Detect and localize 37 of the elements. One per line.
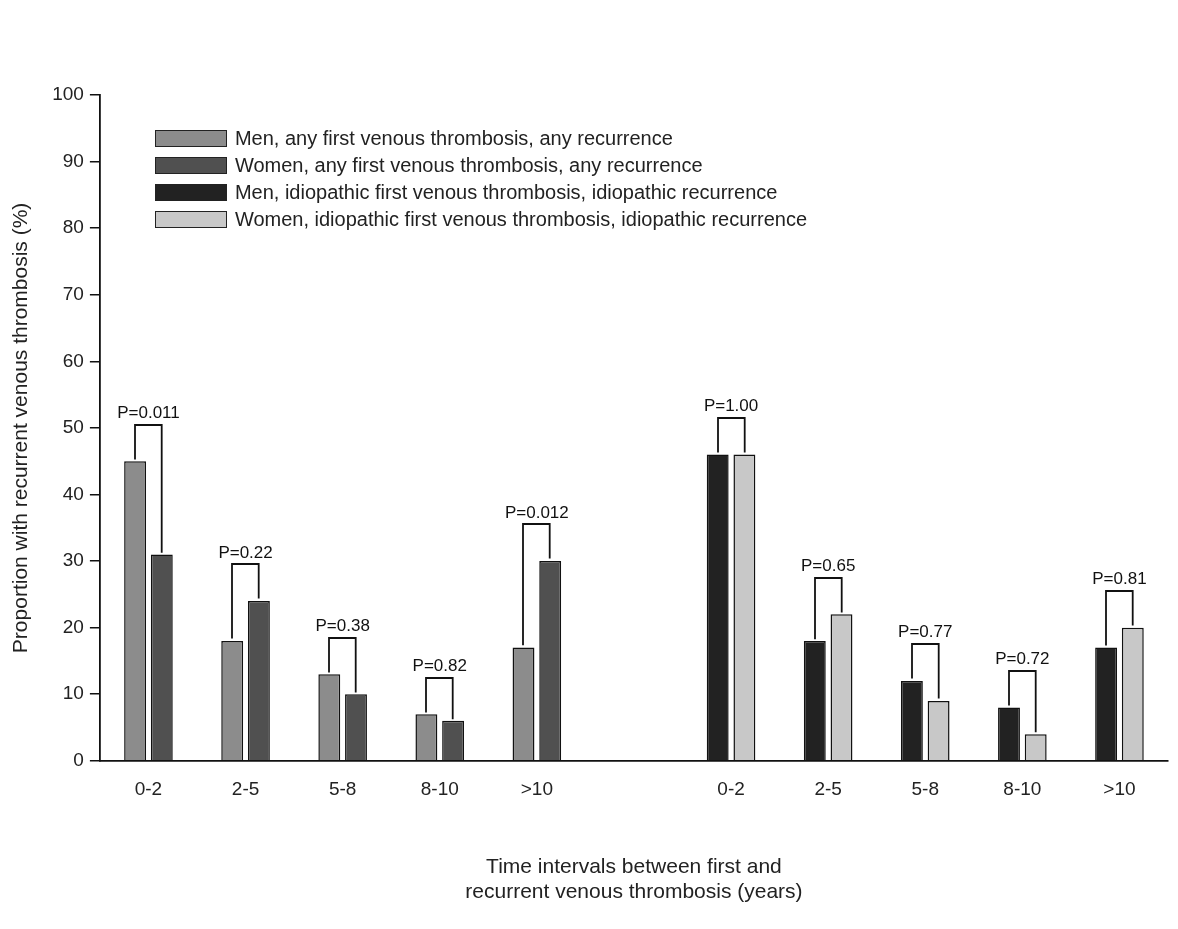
annotation: P=0.22 [218,542,273,562]
annotation: P=0.38 [315,615,370,635]
annotation: P=0.81 [1092,569,1147,589]
y-tick-label: 60 [62,349,84,371]
y-tick-label: 80 [62,216,84,238]
legend-label: Women, idiopathic first venous thrombosis, idiopathic recurrence [234,208,808,231]
x-tick-label: 5-8 [911,778,939,800]
y-tick-label: 90 [62,149,84,171]
y-tick-label: 100 [52,83,84,105]
annotation: P=0.011 [117,402,180,422]
annotation: P=0.77 [898,622,953,642]
y-tick-label: 70 [62,282,84,304]
legend-label: Men, any first venous thrombosis, any recurrence [234,127,673,150]
y-tick-label: 30 [62,549,84,571]
x-tick-label: >10 [520,778,553,800]
annotation: P=0.72 [995,649,1050,669]
y-axis-title: Proportion with recurrent venous thrombosis (%) [8,202,32,654]
y-tick-label: 10 [62,682,84,704]
y-tick-label: 0 [73,749,84,771]
annotation: P=0.65 [800,555,856,575]
x-tick-label: 5-8 [328,778,357,800]
x-tick-label: 2-5 [231,778,260,800]
x-tick-label: >10 [1103,778,1136,800]
x-tick-label: 8-10 [420,778,459,800]
annotation: P=1.00 [703,396,759,416]
legend-label: Men, idiopathic first venous thrombosis, idiopathic recurrence [234,181,778,204]
x-tick-label: 2-5 [814,778,842,800]
y-tick-label: 20 [62,615,84,637]
x-tick-label: 8-10 [1003,778,1042,800]
x-tick-label: 0-2 [717,778,745,800]
y-tick-label: 40 [62,482,84,504]
legend-label: Women, any first venous thrombosis, any recurrence [234,154,703,177]
annotation: P=0.012 [504,502,569,522]
x-axis-title: Time intervals between first and recurrent venous thrombosis (years) [465,854,803,903]
x-tick-label: 0-2 [134,778,163,800]
annotation: P=0.82 [412,655,467,675]
y-tick-label: 50 [62,416,84,438]
